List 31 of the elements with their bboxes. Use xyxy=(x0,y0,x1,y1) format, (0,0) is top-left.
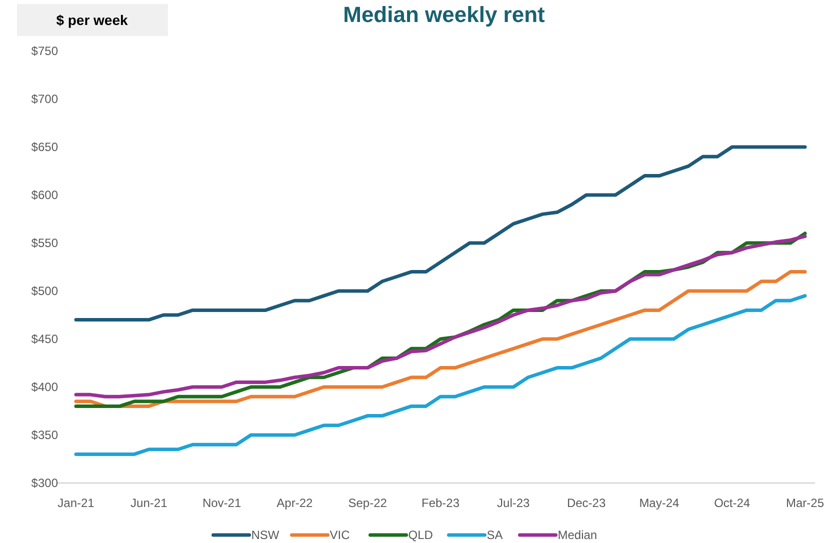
legend-label: QLD xyxy=(408,528,434,542)
x-tick-label: Sep-22 xyxy=(348,496,388,510)
y-tick-label: $750 xyxy=(31,44,58,58)
x-tick-label: Oct-24 xyxy=(714,496,750,510)
y-tick-label: $500 xyxy=(31,284,58,298)
legend-label: Median xyxy=(558,528,598,542)
line-series xyxy=(74,145,807,322)
x-tick-label: Feb-23 xyxy=(421,496,460,510)
y-tick-label: $450 xyxy=(31,332,58,346)
legend-label: VIC xyxy=(330,528,350,542)
y-tick-label: $600 xyxy=(31,188,58,202)
y-tick-label: $650 xyxy=(31,140,58,154)
x-tick-label: Mar-25 xyxy=(786,496,824,510)
y-tick-label: $550 xyxy=(31,236,58,250)
y-tick-label: $300 xyxy=(31,476,58,490)
x-tick-label: Jul-23 xyxy=(497,496,530,510)
x-tick-label: Jun-21 xyxy=(130,496,168,510)
x-tick-label: Jan-21 xyxy=(58,496,95,510)
legend-label: SA xyxy=(486,528,503,542)
x-tick-label: Apr-22 xyxy=(276,496,314,510)
x-tick-label: Dec-23 xyxy=(566,496,606,510)
y-axis-title: $ per week xyxy=(56,12,128,28)
line-series xyxy=(74,294,807,456)
x-tick-label: Nov-21 xyxy=(202,496,242,510)
y-tick-label: $700 xyxy=(31,92,58,106)
line-series xyxy=(74,270,807,408)
legend-label: NSW xyxy=(251,528,280,542)
y-tick-label: $350 xyxy=(31,428,58,442)
y-tick-label: $400 xyxy=(31,380,58,394)
x-tick-label: May-24 xyxy=(639,496,680,510)
chart-title: Median weekly rent xyxy=(343,2,546,27)
